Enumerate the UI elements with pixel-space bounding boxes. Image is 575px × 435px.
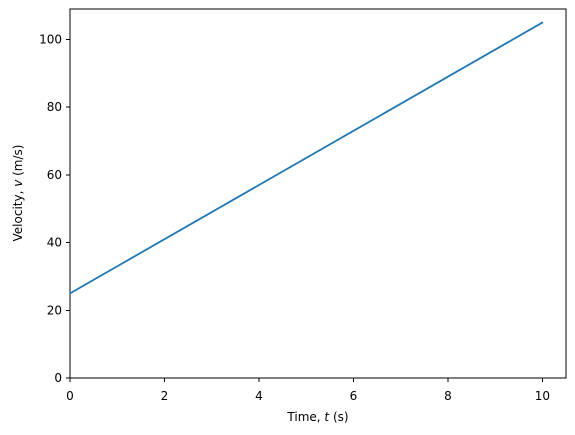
y-axis-ticks: 0 20 40 60 80 100: [39, 32, 70, 385]
y-tick-label-0: 0: [54, 371, 62, 385]
x-axis-label-suffix: (s): [329, 410, 348, 424]
plot-frame: [69, 8, 567, 379]
x-axis-label: Time, t (s): [286, 410, 348, 424]
plot-area: [69, 8, 567, 379]
x-tick-label-1: 2: [161, 389, 169, 403]
y-axis-label: Velocity, v (m/s): [11, 145, 25, 242]
x-axis-label-symbol: t: [324, 410, 330, 424]
y-tick-label-3: 60: [47, 168, 62, 182]
y-axis-label-symbol: v: [11, 179, 25, 187]
x-tick-label-4: 8: [444, 389, 452, 403]
x-tick-label-5: 10: [535, 389, 550, 403]
x-tick-label-2: 4: [255, 389, 263, 403]
y-tick-label-1: 20: [47, 303, 62, 317]
y-tick-label-2: 40: [47, 236, 62, 250]
x-tick-label-3: 6: [350, 389, 358, 403]
y-axis-label-suffix: (m/s): [11, 145, 25, 180]
y-axis-label-prefix: Velocity,: [11, 187, 25, 242]
x-axis-ticks: 0 2 4 6 8 10: [66, 378, 550, 403]
x-axis-label-prefix: Time,: [286, 410, 324, 424]
series-line-1: [69, 21, 544, 295]
y-tick-label-4: 80: [47, 100, 62, 114]
y-tick-label-5: 100: [39, 32, 62, 46]
x-tick-label-0: 0: [66, 389, 74, 403]
